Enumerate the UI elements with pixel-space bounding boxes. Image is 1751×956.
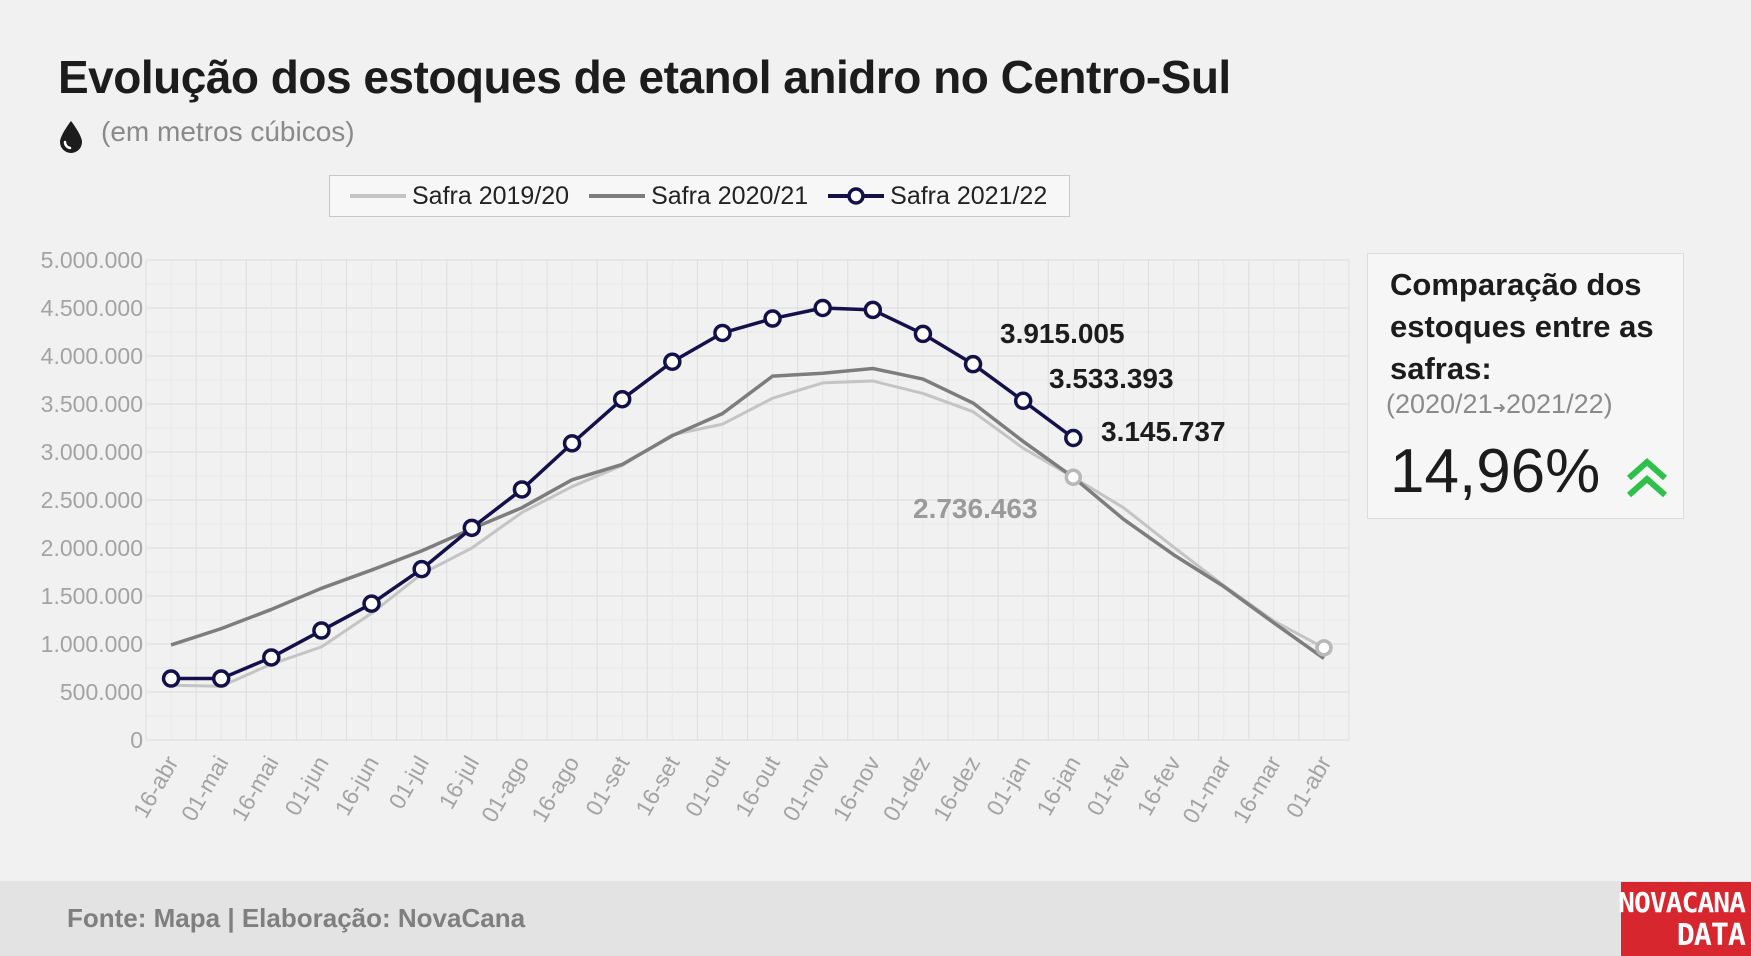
x-tick-label: 01-mai — [176, 752, 234, 826]
legend-label-2021-22: Safra 2021/22 — [890, 181, 1048, 210]
data-label: 3.915.005 — [1000, 318, 1125, 349]
x-tick-label: 16-abr — [128, 751, 184, 822]
comparison-value: 14,96% — [1390, 437, 1601, 506]
y-tick-label: 500.000 — [60, 679, 143, 705]
double-chevron-up-icon — [1627, 457, 1667, 498]
x-tick-label: 01-ago — [476, 752, 534, 827]
data-annotations: 3.915.005 3.533.393 3.145.737 2.736.463 — [913, 318, 1226, 524]
logo-line-2: DATA — [1676, 918, 1746, 953]
footer: Fonte: Mapa | Elaboração: NovaCana — [0, 881, 1751, 956]
y-tick-label: 3.000.000 — [41, 439, 143, 465]
point-2021-22 — [512, 480, 532, 499]
point-2021-22 — [713, 323, 732, 343]
legend-swatch-2020-21 — [589, 194, 646, 198]
point-2021-22 — [312, 621, 331, 640]
legend-swatch-2021-22 — [828, 187, 885, 205]
comparison-from: (2020/21 — [1386, 389, 1493, 419]
series-line-201920 — [171, 379, 1325, 688]
legend-swatch-2019-20 — [350, 194, 406, 198]
y-axis-ticks: 0 500.000 1.000.000 1.500.000 2.000.000 2.500… — [41, 247, 143, 753]
x-tick-label: 16-jun — [329, 752, 383, 820]
point-2021-22 — [1013, 391, 1033, 411]
arrow-right-icon: ➜ — [1492, 400, 1506, 417]
point-2021-22 — [562, 434, 582, 453]
point-2021-22 — [663, 352, 682, 372]
point-2021-22 — [863, 300, 883, 320]
grid-lines — [145, 259, 1350, 741]
comparison-period: (2020/21➜2021/22) — [1386, 389, 1613, 420]
series-line-202021 — [170, 366, 1325, 660]
y-tick-label: 3.500.000 — [41, 391, 143, 417]
x-tick-label: 01-jun — [279, 752, 333, 820]
drop-icon — [60, 121, 82, 153]
x-tick-label: 01-fev — [1081, 751, 1136, 820]
data-label: 3.145.737 — [1101, 416, 1226, 447]
x-tick-label: 01-out — [680, 751, 735, 821]
comparison-to: 2021/22) — [1506, 389, 1613, 419]
chart-subtitle: (em metros cúbicos) — [101, 116, 355, 147]
y-tick-label: 4.500.000 — [41, 295, 143, 321]
x-tick-label: 01-jan — [981, 752, 1035, 820]
x-tick-label: 01-mar — [1177, 751, 1236, 827]
legend-label-2020-21: Safra 2020/21 — [651, 181, 809, 210]
point-2021-22 — [262, 648, 281, 667]
point-2021-22 — [813, 298, 832, 318]
data-label: 2.736.463 — [913, 493, 1038, 524]
x-tick-label: 16-jan — [1031, 752, 1085, 820]
source-note: Fonte: Mapa | Elaboração: NovaCana — [67, 903, 526, 933]
legend-item-2021-22: Safra 2021/22 — [828, 182, 1047, 211]
x-tick-label: 01-abr — [1281, 751, 1337, 822]
point-2019-20 — [1064, 468, 1083, 487]
y-tick-label: 1.000.000 — [41, 631, 143, 657]
x-tick-label: 16-set — [630, 751, 685, 820]
x-tick-label: 16-out — [730, 751, 785, 821]
line-chart: 0 500.000 1.000.000 1.500.000 2.000.000 2.500… — [41, 247, 1350, 828]
x-tick-label: 16-nov — [827, 751, 885, 825]
x-tick-label: 01-dez — [878, 752, 936, 826]
comparison-card: Comparação dos estoques entre as safras:… — [1367, 253, 1684, 519]
point-2021-22 — [412, 559, 431, 579]
point-2021-22 — [913, 324, 933, 344]
y-tick-label: 2.500.000 — [41, 487, 143, 513]
x-tick-label: 01-jul — [383, 752, 434, 814]
legend-label-2019-20: Safra 2019/20 — [412, 181, 570, 210]
point-2021-22 — [161, 669, 181, 688]
x-tick-label: 16-mai — [226, 752, 284, 826]
x-tick-label: 16-fev — [1131, 751, 1186, 820]
y-tick-label: 1.500.000 — [41, 583, 143, 609]
logo-line-1: NOVACANA — [1618, 886, 1746, 919]
point-2021-22 — [211, 669, 231, 688]
chart-title: Evolução dos estoques de etanol anidro n… — [58, 51, 1231, 103]
series-lines — [161, 298, 1333, 688]
x-tick-label: 01-set — [580, 751, 635, 820]
x-tick-label: 16-jul — [433, 752, 484, 814]
x-tick-label: 16-mar — [1227, 751, 1286, 827]
y-tick-label: 0 — [130, 727, 143, 753]
chart-legend: Safra 2019/20 Safra 2020/21 Safra 2021/2… — [329, 175, 1070, 217]
x-tick-label: 01-nov — [777, 751, 835, 825]
point-2021-22 — [763, 309, 782, 328]
legend-item-2020-21: Safra 2020/21 — [589, 182, 808, 211]
point-2021-22 — [612, 389, 632, 409]
novacana-logo: NOVACANA DATA — [1618, 882, 1751, 956]
point-2021-22 — [362, 594, 381, 613]
point-2021-22 — [462, 518, 482, 538]
point-2019-20 — [1315, 639, 1333, 657]
y-tick-label: 5.000.000 — [41, 247, 143, 273]
y-tick-label: 4.000.000 — [41, 343, 143, 369]
data-label: 3.533.393 — [1049, 363, 1174, 394]
y-tick-label: 2.000.000 — [41, 535, 143, 561]
comparison-title: Comparação dos estoques entre as safras: — [1390, 267, 1654, 386]
x-tick-label: 16-dez — [928, 752, 986, 826]
legend-item-2019-20: Safra 2019/20 — [350, 182, 569, 211]
point-2021-22 — [963, 354, 983, 374]
x-tick-label: 16-ago — [526, 752, 584, 827]
point-2021-22 — [1064, 428, 1083, 448]
